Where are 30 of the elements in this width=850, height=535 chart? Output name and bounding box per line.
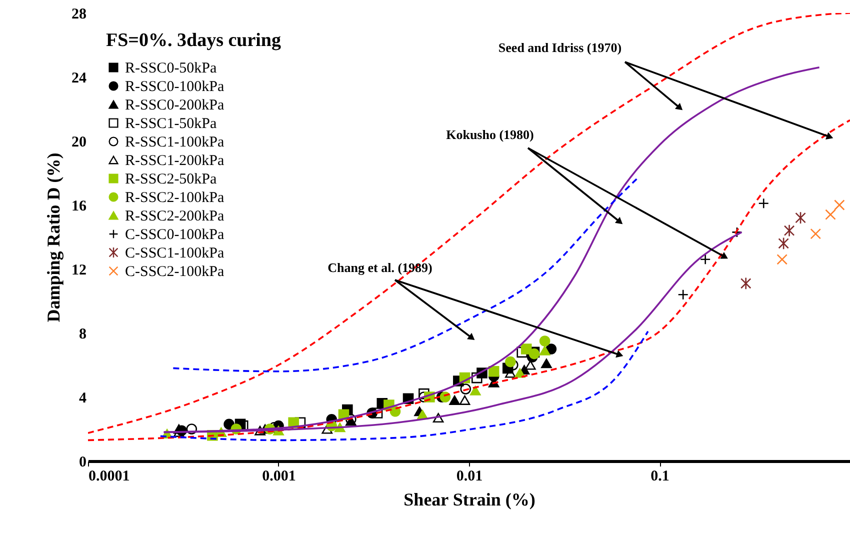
- legend-label: R-SSC0-200kPa: [125, 98, 225, 114]
- y-tick-label: 8: [79, 326, 86, 342]
- legend-label: C-SSC0-100kPa: [125, 227, 225, 243]
- legend-label: C-SSC1-100kPa: [125, 246, 225, 262]
- y-tick-label: 4: [79, 390, 87, 406]
- legend-label: R-SSC1-200kPa: [125, 153, 225, 169]
- legend-label: R-SSC0-100kPa: [125, 79, 225, 95]
- legend-label: R-SSC2-100kPa: [125, 190, 225, 206]
- y-tick-label: 24: [72, 70, 87, 86]
- legend-label: R-SSC2-200kPa: [125, 208, 225, 224]
- y-tick-label: 20: [72, 134, 86, 150]
- y-tick-label: 12: [72, 262, 86, 278]
- x-tick-label: 0.01: [456, 468, 483, 484]
- y-tick-label: 16: [72, 198, 87, 214]
- x-tick-label: 0.1: [650, 468, 670, 484]
- legend-label: R-SSC1-100kPa: [125, 134, 225, 150]
- annotation: Chang et al. (1989): [328, 260, 432, 275]
- x-tick-label: 0.0001: [88, 468, 130, 484]
- x-axis-title: Shear Strain (%): [404, 490, 536, 510]
- y-tick-label: 28: [72, 6, 86, 22]
- legend-label: R-SSC2-50kPa: [125, 172, 218, 188]
- annotation: Kokusho (1980): [446, 127, 534, 142]
- legend-label: R-SSC1-50kPa: [125, 116, 218, 132]
- x-tick-label: 0.001: [262, 468, 296, 484]
- legend-label: C-SSC2-100kPa: [125, 264, 225, 280]
- annotation: Seed and Idriss (1970): [498, 40, 622, 55]
- y-axis-title: Damping Ratio D (%): [44, 152, 64, 322]
- legend-title: FS=0%. 3days curing: [106, 30, 282, 51]
- y-tick-label: 0: [79, 454, 86, 470]
- legend-label: R-SSC0-50kPa: [125, 60, 218, 76]
